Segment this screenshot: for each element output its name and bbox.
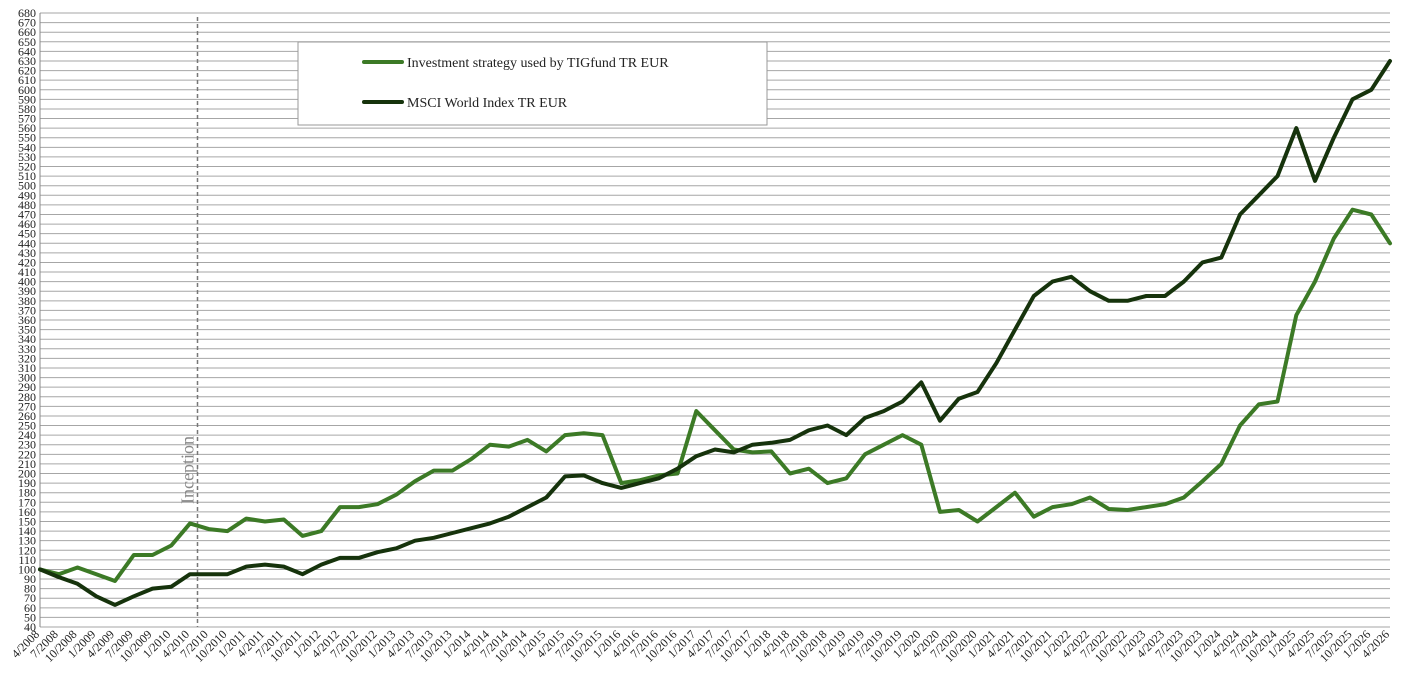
- y-tick-label: 90: [24, 572, 36, 586]
- y-tick-label: 350: [18, 323, 36, 337]
- y-tick-label: 660: [18, 25, 36, 39]
- y-tick-label: 410: [18, 265, 36, 279]
- annotation-label: Inception: [178, 436, 198, 504]
- y-tick-label: 80: [24, 582, 36, 596]
- y-tick-label: 680: [18, 6, 36, 20]
- y-tick-label: 510: [18, 169, 36, 183]
- y-tick-label: 60: [24, 601, 36, 615]
- y-tick-label: 70: [24, 591, 36, 605]
- y-tick-label: 550: [18, 131, 36, 145]
- y-tick-label: 430: [18, 246, 36, 260]
- legend: Investment strategy used by TIGfund TR E…: [297, 41, 768, 126]
- y-tick-label: 610: [18, 73, 36, 87]
- y-tick-label: 320: [18, 351, 36, 365]
- legend-label: Investment strategy used by TIGfund TR E…: [407, 56, 669, 71]
- y-tick-label: 640: [18, 44, 36, 58]
- y-tick-label: 160: [18, 505, 36, 519]
- y-tick-label: 400: [18, 275, 36, 289]
- y-tick-label: 670: [18, 16, 36, 30]
- y-tick-label: 280: [18, 390, 36, 404]
- y-tick-label: 370: [18, 303, 36, 317]
- y-tick-label: 490: [18, 188, 36, 202]
- y-tick-label: 360: [18, 313, 36, 327]
- y-tick-label: 650: [18, 35, 36, 49]
- y-tick-label: 100: [18, 562, 36, 576]
- y-tick-label: 270: [18, 399, 36, 413]
- y-tick-label: 600: [18, 83, 36, 97]
- y-tick-label: 530: [18, 150, 36, 164]
- y-tick-label: 240: [18, 428, 36, 442]
- y-tick-label: 150: [18, 514, 36, 528]
- y-tick-label: 260: [18, 409, 36, 423]
- y-tick-label: 110: [18, 553, 36, 567]
- y-tick-label: 540: [18, 140, 36, 154]
- y-tick-label: 200: [18, 467, 36, 481]
- y-tick-label: 310: [18, 361, 36, 375]
- y-tick-label: 290: [18, 380, 36, 394]
- y-tick-label: 50: [24, 610, 36, 624]
- y-tick-label: 300: [18, 371, 36, 385]
- y-tick-label: 180: [18, 486, 36, 500]
- legend-box: [297, 41, 768, 126]
- y-tick-label: 170: [18, 495, 36, 509]
- y-tick-label: 120: [18, 543, 36, 557]
- series-line: [38, 59, 1392, 607]
- y-tick-label: 470: [18, 207, 36, 221]
- y-tick-label: 210: [18, 457, 36, 471]
- y-tick-label: 590: [18, 92, 36, 106]
- y-tick-label: 40: [24, 620, 36, 634]
- y-tick-label: 380: [18, 294, 36, 308]
- y-tick-label: 570: [18, 112, 36, 126]
- y-tick-label: 480: [18, 198, 36, 212]
- y-tick-label: 560: [18, 121, 36, 135]
- series-line: [38, 207, 1392, 583]
- y-tick-label: 330: [18, 342, 36, 356]
- y-tick-label: 460: [18, 217, 36, 231]
- y-tick-label: 630: [18, 54, 36, 68]
- legend-label: MSCI World Index TR EUR: [407, 96, 568, 111]
- y-tick-label: 440: [18, 236, 36, 250]
- y-tick-label: 230: [18, 438, 36, 452]
- y-tick-label: 450: [18, 227, 36, 241]
- y-tick-label: 580: [18, 102, 36, 116]
- y-tick-label: 190: [18, 476, 36, 490]
- y-tick-label: 520: [18, 160, 36, 174]
- y-tick-label: 220: [18, 447, 36, 461]
- y-tick-label: 500: [18, 179, 36, 193]
- y-tick-label: 620: [18, 64, 36, 78]
- y-tick-label: 390: [18, 284, 36, 298]
- y-tick-label: 250: [18, 419, 36, 433]
- y-tick-label: 130: [18, 534, 36, 548]
- y-tick-label: 340: [18, 332, 36, 346]
- y-tick-label: 420: [18, 255, 36, 269]
- y-tick-label: 140: [18, 524, 36, 538]
